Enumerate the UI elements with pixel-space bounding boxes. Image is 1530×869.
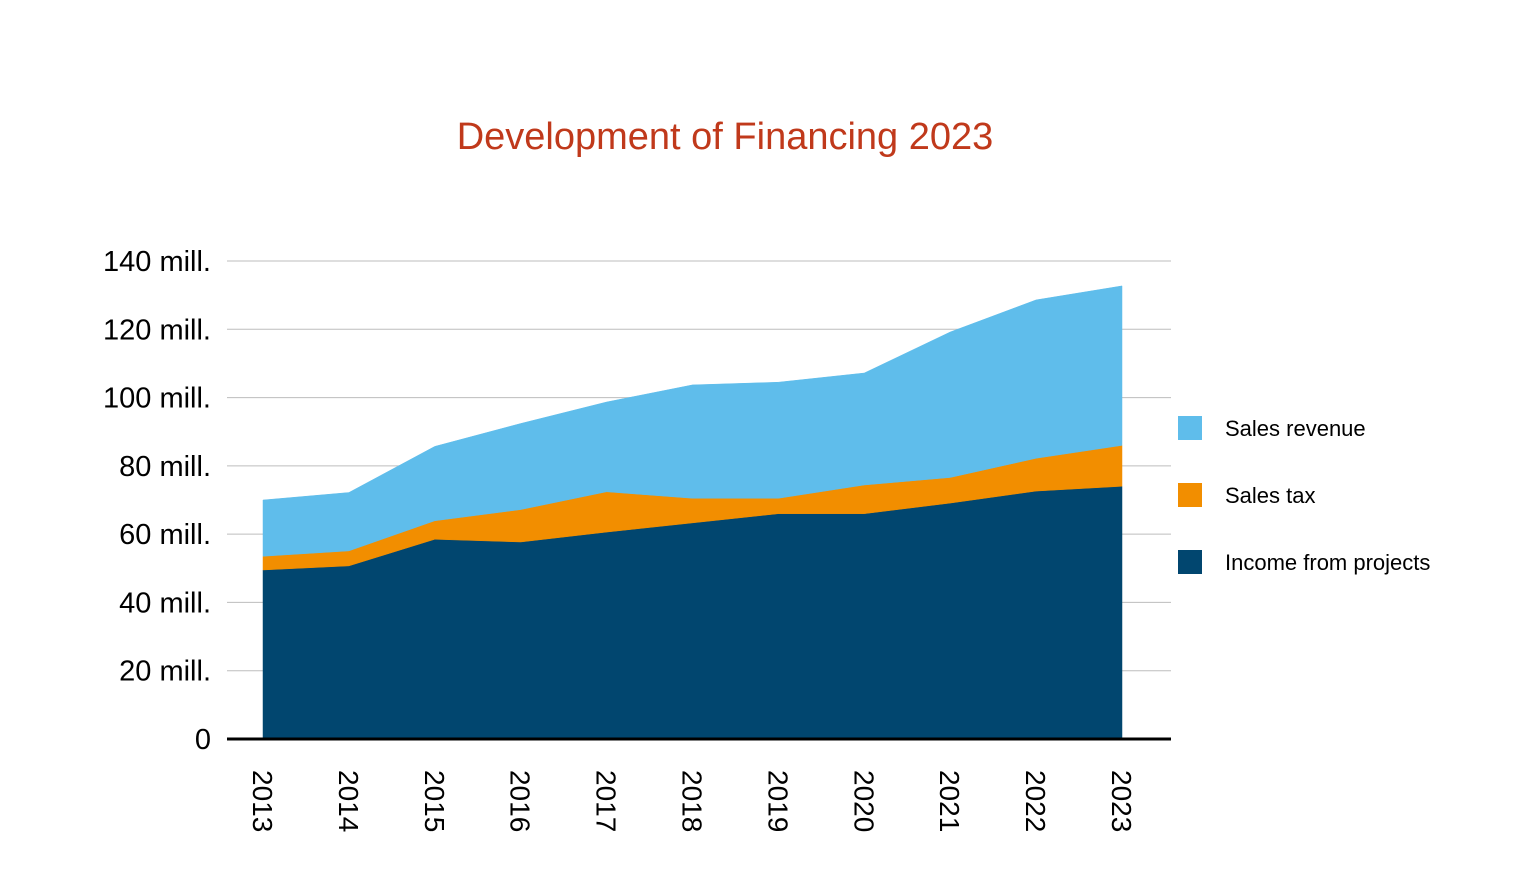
x-tick-label: 2019 (762, 770, 793, 832)
x-tick-label: 2017 (591, 770, 622, 832)
x-tick-label: 2021 (934, 770, 965, 832)
x-tick-label: 2020 (848, 770, 879, 832)
x-axis-ticks: 2013 2014 2015 2016 2017 2018 2019 2020 2021 2022… (247, 770, 1137, 832)
x-tick-label: 2015 (419, 770, 450, 832)
y-tick-label: 20 mill. (119, 656, 211, 688)
y-tick-label: 80 mill. (119, 451, 211, 483)
y-tick-label: 120 mill. (103, 314, 211, 346)
x-tick-label: 2023 (1106, 770, 1137, 832)
y-tick-label: 40 mill. (119, 587, 211, 619)
x-tick-label: 2022 (1020, 770, 1051, 832)
y-tick-label: 60 mill. (119, 519, 211, 551)
area-series-layer (262, 285, 1123, 740)
x-tick-label: 2013 (247, 770, 278, 832)
legend-swatch-sales-tax (1178, 483, 1202, 507)
y-tick-label: 0 (195, 724, 211, 756)
legend-swatch-sales-revenue (1178, 416, 1202, 440)
legend-label-sales-revenue: Sales revenue (1225, 416, 1366, 441)
x-tick-label: 2014 (333, 770, 364, 832)
y-axis-ticks: 0 20 mill. 40 mill. 60 mill. 80 mill. 100 mil… (103, 246, 211, 756)
y-tick-label: 100 mill. (103, 383, 211, 415)
x-tick-label: 2018 (677, 770, 708, 832)
area-sales-revenue (262, 285, 1123, 557)
chart-title: Development of Financing 2023 (457, 116, 994, 158)
legend-label-sales-tax: Sales tax (1225, 483, 1316, 508)
x-tick-label: 2016 (505, 770, 536, 832)
y-tick-label: 140 mill. (103, 246, 211, 278)
legend-label-income-from-projects: Income from projects (1225, 550, 1430, 575)
legend: Sales revenue Sales tax Income from projec… (1178, 416, 1430, 575)
legend-swatch-income-from-projects (1178, 550, 1202, 574)
